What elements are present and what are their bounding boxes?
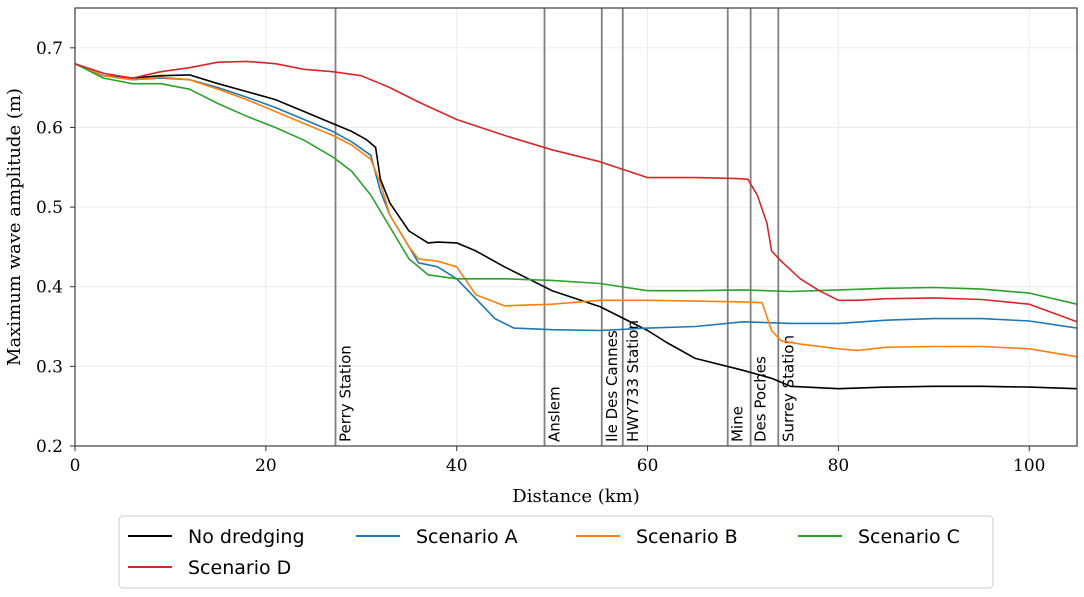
legend-label: Scenario B — [636, 526, 738, 548]
axis-ticks: 0 20 40 60 80 100 0.2 0.3 0.4 0.5 0.6 0.7 — [36, 39, 1046, 476]
x-tick-label: 40 — [446, 456, 468, 476]
legend-label: No dredging — [188, 526, 305, 548]
grid — [74, 8, 1077, 447]
series-line — [74, 62, 1078, 390]
plot-frame — [74, 7, 1078, 447]
legend-label: Scenario A — [416, 526, 518, 548]
series-line — [74, 60, 1078, 323]
station-label: Surrey Station — [779, 335, 797, 442]
series-lines — [74, 60, 1078, 390]
y-tick-label: 0.2 — [36, 437, 63, 457]
legend-box — [118, 515, 994, 589]
station-lines: Perry Station Anslem Ile Des Cannes HWY733 … — [334, 8, 797, 446]
x-tick-label: 100 — [1013, 456, 1045, 476]
y-tick-label: 0.6 — [36, 118, 63, 138]
x-axis-label: Distance (km) — [512, 486, 639, 507]
y-tick-label: 0.3 — [36, 357, 63, 377]
x-tick-label: 0 — [70, 456, 81, 476]
station-label: HWY733 Station — [624, 320, 642, 442]
series-line — [74, 62, 1078, 358]
x-tick-label: 60 — [637, 456, 659, 476]
station-label: Mine — [729, 406, 747, 442]
station-label: Anslem — [546, 386, 564, 442]
station-label: Des Poches — [752, 356, 770, 442]
x-tick-label: 20 — [255, 456, 277, 476]
legend-label: Scenario D — [188, 557, 291, 579]
series-line — [74, 62, 1078, 332]
series-line — [74, 62, 1078, 305]
y-tick-label: 0.7 — [36, 39, 63, 59]
station-label: Ile Des Cannes — [603, 330, 621, 442]
y-tick-label: 0.5 — [36, 198, 63, 218]
y-tick-label: 0.4 — [36, 278, 63, 298]
x-tick-label: 80 — [828, 456, 850, 476]
legend-label: Scenario C — [858, 526, 960, 548]
legend: No dredging Scenario A Scenario B Scenario … — [118, 515, 994, 589]
station-label: Perry Station — [337, 345, 355, 442]
y-axis-label: Maximum wave amplitude (m) — [4, 88, 25, 366]
